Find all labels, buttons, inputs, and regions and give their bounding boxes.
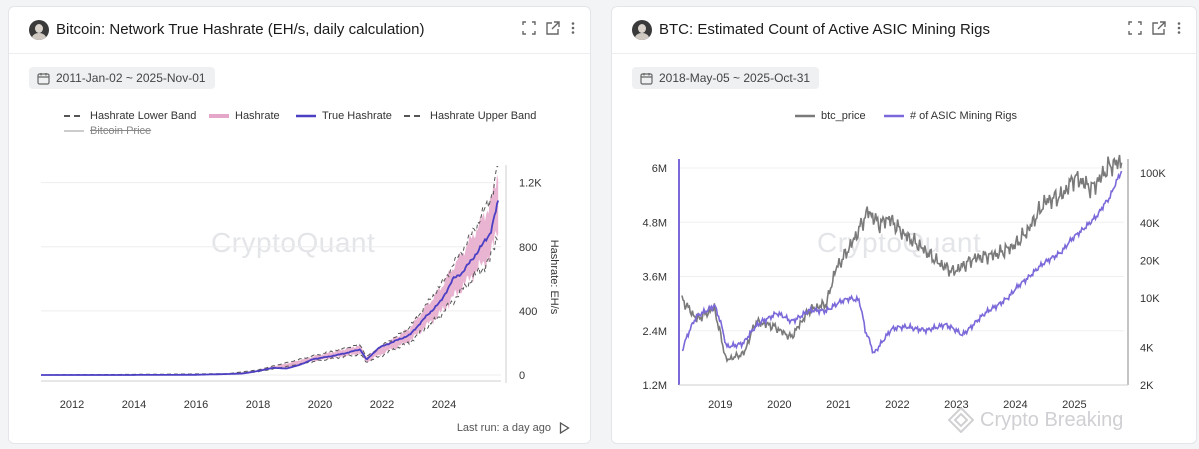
open-external-icon[interactable] bbox=[546, 21, 560, 35]
date-range-chip[interactable]: 2018-May-05 ~ 2025-Oct-31 bbox=[632, 67, 820, 89]
y-left-tick-label: 6M bbox=[652, 163, 667, 175]
y-tick-label: 800 bbox=[519, 242, 537, 254]
hashrate-chart[interactable]: CryptoQuant 0 400 800 1.2K Hashrate: EH/s 201… bbox=[9, 147, 590, 444]
brand-watermark: Crypto Breaking bbox=[948, 407, 1123, 433]
fullscreen-icon[interactable] bbox=[1128, 21, 1142, 35]
legend-item-true-hashrate[interactable]: True Hashrate bbox=[296, 110, 392, 122]
asic-rigs-chart[interactable]: CryptoQuant 1.2M 2.4M 3.6M 4.8M 6M 2K 4K 10K 20K… bbox=[612, 147, 1196, 444]
y-left-tick-label: 1.2M bbox=[643, 380, 667, 392]
card-header: Bitcoin: Network True Hashrate (EH/s, da… bbox=[9, 7, 590, 54]
calendar-icon bbox=[37, 72, 50, 85]
legend-item-asic-rigs[interactable]: # of ASIC Mining Rigs bbox=[884, 110, 1017, 122]
true-hashrate-line bbox=[41, 200, 500, 376]
card-header: BTC: Estimated Count of Active ASIC Mini… bbox=[612, 7, 1196, 54]
y-left-tick-label: 3.6M bbox=[643, 272, 667, 284]
open-external-icon[interactable] bbox=[1152, 21, 1166, 35]
more-options-icon[interactable] bbox=[1176, 21, 1182, 35]
y-right-tick-label: 2K bbox=[1140, 380, 1154, 392]
x-tick-label: 2018 bbox=[246, 399, 270, 411]
fullscreen-icon[interactable] bbox=[522, 21, 536, 35]
legend-item-bitcoin-price[interactable]: Bitcoin Price bbox=[64, 125, 152, 137]
x-tick-label: 2024 bbox=[1003, 399, 1027, 411]
date-range-text: 2011-Jan-02 ~ 2025-Nov-01 bbox=[56, 71, 206, 85]
x-tick-label: 2022 bbox=[885, 399, 909, 411]
y-left-tick-label: 4.8M bbox=[643, 217, 667, 229]
x-tick-label: 2012 bbox=[60, 399, 84, 411]
x-tick-label: 2022 bbox=[370, 399, 394, 411]
watermark: CryptoQuant bbox=[211, 227, 375, 258]
x-tick-label: 2023 bbox=[944, 399, 968, 411]
chart-title: Bitcoin: Network True Hashrate (EH/s, da… bbox=[56, 21, 425, 38]
chart-card-asic: BTC: Estimated Count of Active ASIC Mini… bbox=[611, 6, 1197, 444]
y-right-tick-label: 4K bbox=[1140, 342, 1154, 354]
y-right-tick-label: 10K bbox=[1140, 293, 1160, 305]
legend-item-hashrate[interactable]: Hashrate bbox=[209, 110, 280, 122]
upper-band-line bbox=[41, 165, 499, 376]
y-right-tick-label: 20K bbox=[1140, 255, 1160, 267]
y-left-tick-label: 2.4M bbox=[643, 326, 667, 338]
x-tick-label: 2025 bbox=[1062, 399, 1086, 411]
x-tick-label: 2014 bbox=[122, 399, 146, 411]
run-icon[interactable] bbox=[559, 422, 570, 434]
x-tick-label: 2019 bbox=[708, 399, 732, 411]
x-tick-label: 2024 bbox=[432, 399, 456, 411]
chart-title: BTC: Estimated Count of Active ASIC Mini… bbox=[659, 21, 990, 38]
legend-item-upper-band[interactable]: Hashrate Upper Band bbox=[404, 110, 537, 122]
y-axis-label: Hashrate: EH/s bbox=[548, 240, 560, 315]
footer: Last run: a day ago bbox=[457, 422, 570, 434]
legend-item-btc-price[interactable]: btc_price bbox=[795, 110, 866, 122]
watermark: CryptoQuant bbox=[817, 227, 981, 258]
legend-item-lower-band[interactable]: Hashrate Lower Band bbox=[64, 110, 197, 122]
x-tick-label: 2021 bbox=[826, 399, 850, 411]
hashrate-band-area bbox=[41, 174, 499, 375]
x-tick-label: 2020 bbox=[308, 399, 332, 411]
x-tick-label: 2020 bbox=[767, 399, 791, 411]
chart-card-hashrate: Bitcoin: Network True Hashrate (EH/s, da… bbox=[8, 6, 591, 444]
date-range-text: 2018-May-05 ~ 2025-Oct-31 bbox=[659, 71, 811, 85]
date-range-chip[interactable]: 2011-Jan-02 ~ 2025-Nov-01 bbox=[29, 67, 215, 89]
y-right-tick-label: 40K bbox=[1140, 218, 1160, 230]
calendar-icon bbox=[640, 72, 653, 85]
avatar bbox=[632, 20, 652, 40]
y-tick-label: 0 bbox=[519, 370, 525, 382]
x-tick-label: 2016 bbox=[184, 399, 208, 411]
asic-rigs-line bbox=[681, 170, 1123, 354]
last-run-text: Last run: a day ago bbox=[456, 422, 551, 434]
brand-text: Crypto Breaking bbox=[980, 408, 1124, 431]
y-right-tick-label: 100K bbox=[1140, 168, 1166, 180]
avatar bbox=[29, 20, 49, 40]
y-tick-label: 400 bbox=[519, 306, 537, 318]
more-options-icon[interactable] bbox=[570, 21, 576, 35]
diamond-logo-icon bbox=[948, 407, 974, 433]
y-tick-label: 1.2K bbox=[519, 178, 542, 190]
